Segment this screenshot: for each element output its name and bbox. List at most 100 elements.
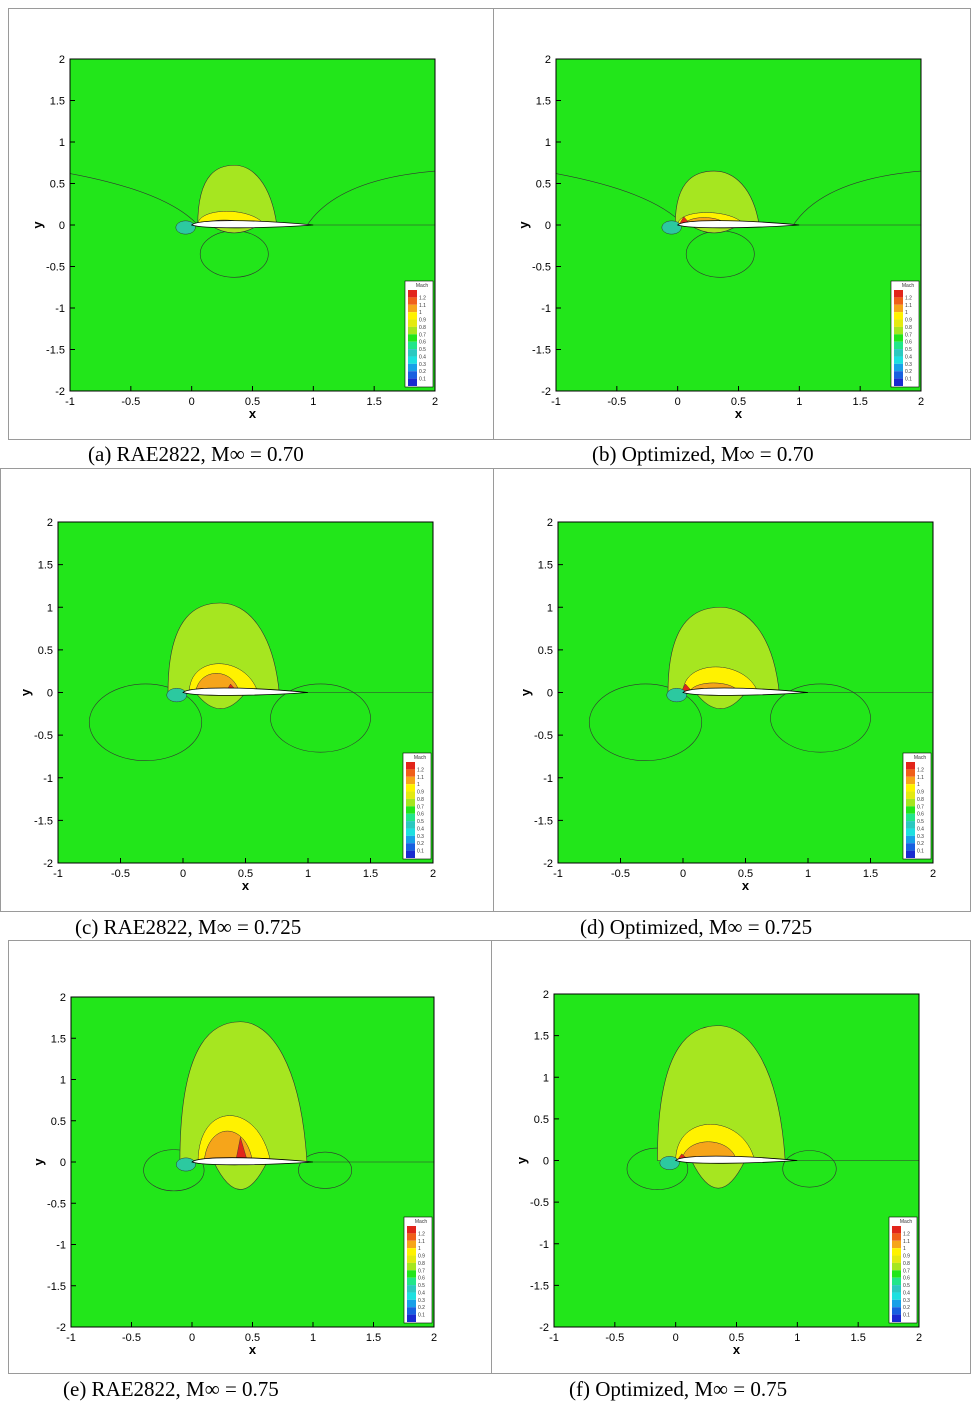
caption-d: (d) Optimized, M∞ = 0.725 xyxy=(580,915,813,939)
contour-line xyxy=(793,170,921,226)
legend-swatch xyxy=(408,290,417,298)
x-tick-label: -0.5 xyxy=(121,396,140,408)
y-tick-label: 1 xyxy=(543,1072,549,1084)
mach-contour-0.8 xyxy=(674,170,760,226)
caption-b: (b) Optimized, M∞ = 0.70 xyxy=(592,442,814,466)
legend-swatch xyxy=(408,312,417,320)
x-tick-label: 0 xyxy=(189,396,195,408)
x-tick-label: 0.5 xyxy=(729,1332,744,1344)
legend-swatch xyxy=(906,762,915,770)
legend-level: 0.5 xyxy=(419,347,426,353)
legend-swatch xyxy=(894,290,903,298)
legend-swatch xyxy=(408,363,417,372)
legend-level: 1 xyxy=(418,1246,421,1252)
legend-title: Mach xyxy=(416,283,428,289)
stagnation-region xyxy=(166,687,187,703)
legend-title: Mach xyxy=(415,1219,427,1225)
y-tick-label: -1.5 xyxy=(47,1281,66,1293)
legend-level: 0.7 xyxy=(903,1268,910,1274)
legend-level: 0.8 xyxy=(418,1261,425,1267)
legend-level: 1 xyxy=(417,782,420,788)
legend-level: 0.3 xyxy=(419,362,426,368)
legend-swatch xyxy=(906,791,915,799)
caption-e: (e) RAE2822, M∞ = 0.75 xyxy=(63,1377,279,1401)
legend-swatch xyxy=(407,1226,416,1234)
airfoil xyxy=(190,220,314,229)
legend-swatch xyxy=(906,821,915,829)
legend-swatch xyxy=(892,1277,901,1286)
legend-level: 0.1 xyxy=(418,1313,425,1319)
legend-level: 0.9 xyxy=(418,1254,425,1260)
legend-title: Mach xyxy=(914,755,926,761)
contour-line xyxy=(782,1150,837,1188)
legend-swatch xyxy=(408,304,417,313)
legend-swatch xyxy=(407,1270,416,1278)
legend-swatch xyxy=(407,1285,416,1293)
y-tick-label: 2 xyxy=(545,54,551,66)
y-tick-label: -1 xyxy=(541,303,551,315)
y-tick-label: -1 xyxy=(543,773,553,785)
x-tick-label: -1 xyxy=(553,868,563,880)
legend-level: 0.4 xyxy=(419,354,426,360)
x-axis-label: x xyxy=(742,878,750,893)
y-tick-label: 1 xyxy=(47,602,53,614)
x-tick-label: 0.5 xyxy=(245,396,260,408)
legend-level: 0.8 xyxy=(419,325,426,331)
legend-level: 1.2 xyxy=(917,767,924,773)
legend-swatch xyxy=(407,1307,416,1315)
legend-level: 1 xyxy=(917,782,920,788)
legend-title: Mach xyxy=(414,755,426,761)
airfoil xyxy=(676,220,800,229)
mach-contour-0.8 xyxy=(167,602,280,693)
x-tick-label: 1 xyxy=(305,868,311,880)
y-tick-label: 1.5 xyxy=(38,560,53,572)
mach-contour-0.8 xyxy=(667,606,780,693)
y-tick-label: -1 xyxy=(55,303,65,315)
legend-swatch xyxy=(906,769,915,777)
y-axis-label: y xyxy=(18,688,33,696)
legend-level: 0.4 xyxy=(418,1290,425,1296)
y-tick-label: -0.5 xyxy=(34,730,53,742)
legend-level: 1 xyxy=(419,310,422,316)
legend-level: 0.4 xyxy=(903,1290,910,1296)
legend-swatch xyxy=(407,1314,416,1322)
x-tick-label: 2 xyxy=(918,396,924,408)
x-axis-label: x xyxy=(249,1342,257,1357)
legend-level: 0.5 xyxy=(917,819,924,825)
y-tick-label: -1.5 xyxy=(46,345,65,357)
caption-f: (f) Optimized, M∞ = 0.75 xyxy=(569,1377,788,1401)
y-tick-label: -2 xyxy=(539,1322,549,1334)
y-tick-label: -0.5 xyxy=(532,262,551,274)
y-axis-label: y xyxy=(514,1156,529,1164)
legend-swatch xyxy=(894,334,903,342)
legend-level: 1.1 xyxy=(905,303,912,309)
legend-level: 0.1 xyxy=(903,1313,910,1319)
x-axis-label: x xyxy=(733,1342,741,1357)
y-tick-label: 0 xyxy=(60,1157,66,1169)
x-tick-label: 0.5 xyxy=(731,396,746,408)
stagnation-region xyxy=(661,220,682,235)
legend-title: Mach xyxy=(900,1219,912,1225)
x-tick-label: 1 xyxy=(310,1332,316,1344)
mach-contour-0.8 xyxy=(197,164,278,226)
contour-line xyxy=(298,1151,353,1189)
legend-swatch xyxy=(408,356,417,364)
legend-level: 1.1 xyxy=(917,775,924,781)
legend-level: 0.8 xyxy=(917,797,924,803)
legend-level: 0.7 xyxy=(418,1268,425,1274)
y-tick-label: 1 xyxy=(547,602,553,614)
legend-level: 0.2 xyxy=(905,369,912,375)
y-tick-label: 0 xyxy=(547,688,553,700)
legend-swatch xyxy=(408,297,417,305)
legend-level: 0.8 xyxy=(903,1261,910,1267)
x-tick-label: -1 xyxy=(549,1332,559,1344)
x-tick-label: 0 xyxy=(180,868,186,880)
legend-level: 0.3 xyxy=(905,362,912,368)
legend-swatch xyxy=(892,1240,901,1249)
legend-swatch xyxy=(407,1233,416,1241)
legend-swatch xyxy=(906,806,915,814)
legend-swatch xyxy=(894,312,903,320)
x-tick-label: 1 xyxy=(805,868,811,880)
legend-swatch xyxy=(906,798,915,807)
y-tick-label: -2 xyxy=(541,386,551,398)
